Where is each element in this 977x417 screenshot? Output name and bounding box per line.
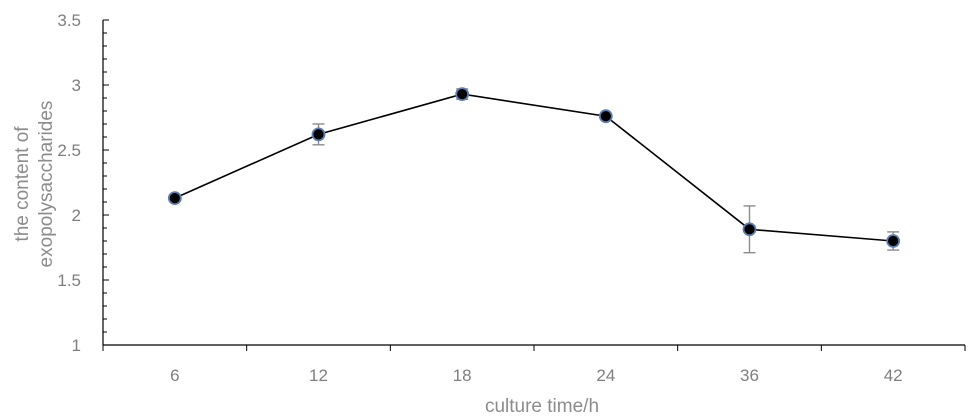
x-tick-label: 24 xyxy=(596,366,615,385)
x-tick-label: 6 xyxy=(170,366,179,385)
y-tick-label: 2.5 xyxy=(57,141,81,160)
data-point xyxy=(455,87,470,101)
y-tick-label: 3.5 xyxy=(57,11,81,30)
y-axis-title-line: exopolysaccharides xyxy=(36,101,57,268)
y-axis-title-line: the content of xyxy=(12,126,33,242)
x-tick-label: 12 xyxy=(309,366,328,385)
y-axis-title: the content of exopolysaccharides xyxy=(12,101,57,268)
y-tick-label: 3 xyxy=(72,76,81,95)
series-line xyxy=(174,93,894,242)
data-point xyxy=(311,127,326,142)
series xyxy=(167,87,901,248)
data-point xyxy=(167,191,182,206)
y-tick-label: 1.5 xyxy=(57,271,81,290)
data-point xyxy=(598,109,613,124)
error-bars xyxy=(168,88,900,254)
labels: 1 1.5 2 2.5 3 3.5 6 12 18 24 36 42 culture time/h the… xyxy=(12,11,903,417)
x-tick-label: 18 xyxy=(453,366,472,385)
x-tick-label: 42 xyxy=(884,366,903,385)
axes xyxy=(102,19,966,351)
data-point xyxy=(886,234,901,248)
y-tick-label: 2 xyxy=(72,206,81,225)
x-axis-title: culture time/h xyxy=(485,396,599,417)
x-tick-label: 36 xyxy=(740,366,759,385)
data-point xyxy=(742,222,757,237)
y-tick-label: 1 xyxy=(72,336,81,355)
